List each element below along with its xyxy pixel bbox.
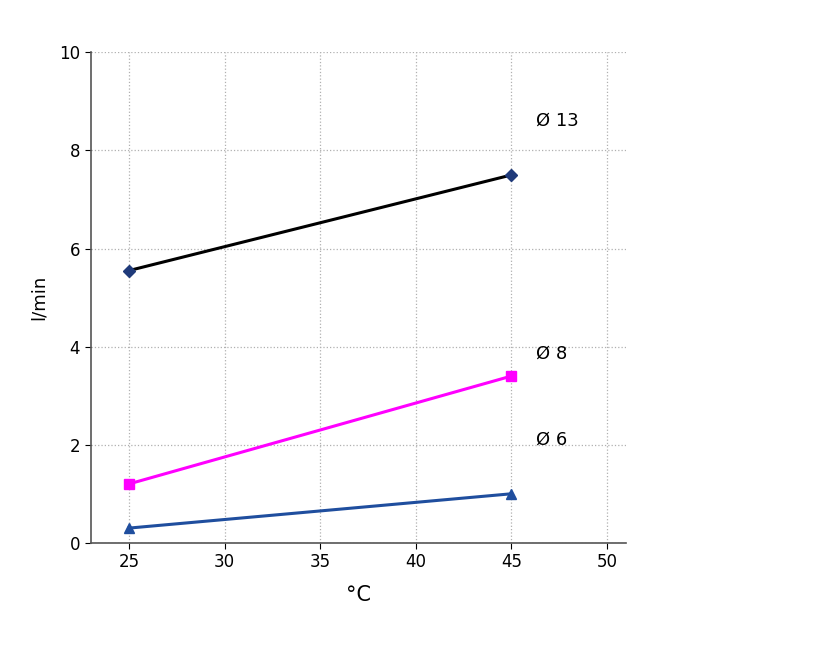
Text: Ø 8: Ø 8 [536, 345, 568, 363]
X-axis label: °C: °C [346, 585, 371, 605]
Text: Ø 6: Ø 6 [536, 431, 568, 449]
Y-axis label: l/min: l/min [30, 275, 48, 320]
Text: Ø 13: Ø 13 [536, 112, 579, 130]
